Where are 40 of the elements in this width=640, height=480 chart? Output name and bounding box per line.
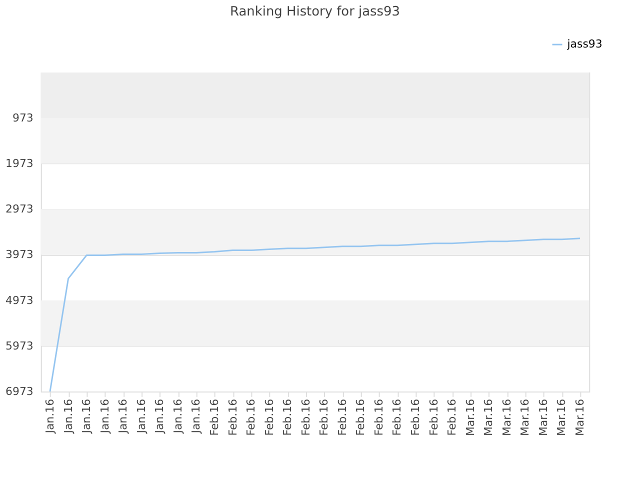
x-tick-label: Mar.16 [536, 398, 550, 436]
legend-label: jass93 [566, 38, 602, 51]
x-tick-label: Feb.16 [318, 398, 331, 436]
x-tick-label: Jan.16 [190, 398, 203, 434]
x-tick-label: Mar.16 [574, 398, 587, 436]
y-tick-label: 3973 [6, 248, 34, 262]
x-tick-label: Feb.16 [446, 398, 459, 436]
x-tick-label: Mar.16 [482, 398, 496, 436]
x-tick-label: Jan.16 [153, 398, 166, 434]
x-tick-label: Feb.16 [244, 398, 258, 436]
x-tick-label: Mar.16 [518, 398, 532, 436]
line-series [49, 238, 581, 392]
y-tick-label: 1973 [6, 157, 34, 170]
x-tick-label: Mar.16 [464, 398, 477, 436]
y-tick-label: 973 [12, 112, 34, 125]
x-tick-label: Jan.16 [62, 398, 75, 434]
x-tick-label: Feb.16 [336, 398, 349, 436]
x-tick-label: Feb.16 [226, 398, 240, 436]
y-tick-label: 2973 [6, 202, 34, 216]
x-tick-label: Feb.16 [262, 398, 276, 436]
y-tick-label: 5973 [6, 339, 34, 352]
x-tick-label: Feb.16 [427, 398, 440, 436]
x-tick-label: Jan.16 [44, 398, 56, 434]
x-tick-label: Feb.16 [390, 398, 404, 436]
x-tick-label: Jan.16 [98, 398, 112, 434]
x-tick-label: Jan.16 [80, 398, 94, 434]
y-tick-label: 6973 [6, 384, 34, 398]
x-tick-label: Jan.16 [134, 398, 148, 434]
x-tick-label: Jan.16 [116, 398, 130, 434]
x-tick-label: Jan.16 [171, 398, 184, 434]
y-tick-label: 4973 [6, 294, 34, 307]
x-tick-label: Feb.16 [372, 398, 386, 436]
x-tick-label: Feb.16 [281, 398, 294, 436]
x-tick-label: Feb.16 [409, 398, 422, 436]
chart-title: Ranking History for jass93 [230, 4, 400, 20]
x-tick-label: Feb.16 [208, 398, 221, 436]
x-tick-label: Mar.16 [500, 398, 514, 436]
x-tick-label: Feb.16 [299, 398, 312, 436]
x-tick-label: Feb.16 [354, 398, 368, 436]
x-tick-label: Mar.16 [555, 398, 568, 436]
